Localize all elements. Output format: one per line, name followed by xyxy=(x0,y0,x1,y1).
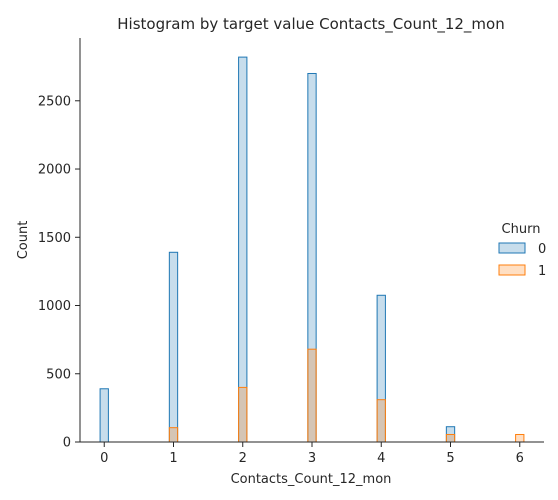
bar-churn-1-x4 xyxy=(376,399,386,443)
legend-label-0: 0 xyxy=(538,242,546,257)
y-tick-label: 2500 xyxy=(38,94,71,109)
bars-layer xyxy=(99,56,525,443)
y-tick-label: 500 xyxy=(46,367,71,382)
x-axis-label: Contacts_Count_12_mon xyxy=(231,472,392,487)
bar-churn-1-x2 xyxy=(238,386,248,443)
bar-churn-0-x1 xyxy=(168,251,179,443)
x-tick-label: 1 xyxy=(169,451,177,466)
legend: Churn 0 1 xyxy=(498,222,546,279)
legend-label-1: 1 xyxy=(538,264,546,279)
y-tick-label: 1500 xyxy=(38,231,71,246)
bar-churn-0-x0 xyxy=(99,388,109,443)
x-tick-label: 3 xyxy=(308,451,316,466)
y-tick-label: 2000 xyxy=(38,163,71,178)
chart-title: Histogram by target value Contacts_Count… xyxy=(117,15,504,34)
x-tick-label: 0 xyxy=(100,451,108,466)
y-tick-label: 0 xyxy=(63,436,71,451)
y-axis-label: Count xyxy=(16,221,31,260)
y-tick-label: 1000 xyxy=(38,299,71,314)
bar-churn-1-x1 xyxy=(168,427,179,443)
x-tick-label: 6 xyxy=(516,451,524,466)
x-tick-label: 2 xyxy=(239,451,247,466)
x-tick-label: 5 xyxy=(446,451,454,466)
y-ticks: 0 500 1000 1500 2000 2500 xyxy=(38,94,80,451)
bar-churn-0-x2 xyxy=(238,56,248,443)
x-ticks: 0 1 2 3 4 5 6 xyxy=(100,442,524,466)
x-tick-label: 4 xyxy=(377,451,385,466)
legend-title: Churn xyxy=(502,222,541,237)
legend-swatch-0 xyxy=(498,242,526,254)
bar-churn-1-x5 xyxy=(445,433,456,443)
bar-churn-1-x6 xyxy=(515,433,525,443)
bar-churn-1-x3 xyxy=(307,348,317,443)
legend-swatch-1 xyxy=(498,264,526,276)
